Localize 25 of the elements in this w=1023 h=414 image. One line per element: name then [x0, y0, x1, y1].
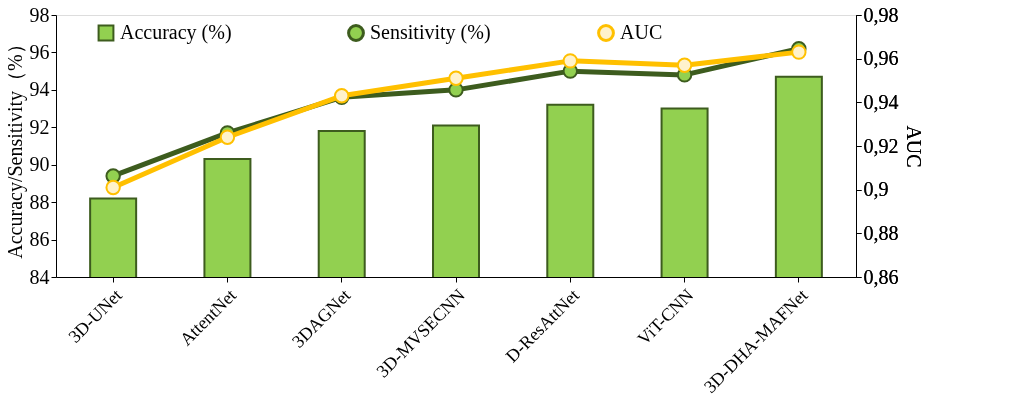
y-tick-label: 86: [29, 228, 50, 251]
y-tick-label: 88: [29, 190, 50, 213]
y-tick-label: 94: [29, 78, 50, 101]
point: [676, 57, 693, 73]
point: [219, 129, 236, 145]
y-tick-label: 96: [29, 40, 50, 63]
y2-tick-label: 0,86: [863, 265, 899, 288]
y-axis-title: Accuracy/Sensitivity（%）: [3, 34, 27, 259]
legend-label: Accuracy (%): [120, 21, 232, 44]
y-tick-label: 92: [29, 115, 50, 138]
legend-label: Sensitivity (%): [370, 21, 491, 44]
point: [448, 70, 464, 87]
y-tick-label: 84: [29, 265, 50, 288]
y2-tick-label: 0,96: [863, 47, 899, 70]
y-tick-label: 90: [29, 153, 50, 176]
y2-tick-label: 0,9: [863, 178, 889, 201]
y2-tick-label: 0,98: [863, 3, 899, 26]
y-tick-label: 98: [29, 3, 50, 26]
point: [562, 53, 578, 69]
y2-tick-label: 0,88: [863, 221, 899, 244]
point: [105, 179, 121, 196]
y2-tick-label: 0,94: [863, 90, 899, 113]
y2-tick-label: 0,92: [863, 134, 899, 157]
legend-label: AUC: [620, 21, 663, 43]
y2-axis-title: AUC: [902, 125, 925, 168]
